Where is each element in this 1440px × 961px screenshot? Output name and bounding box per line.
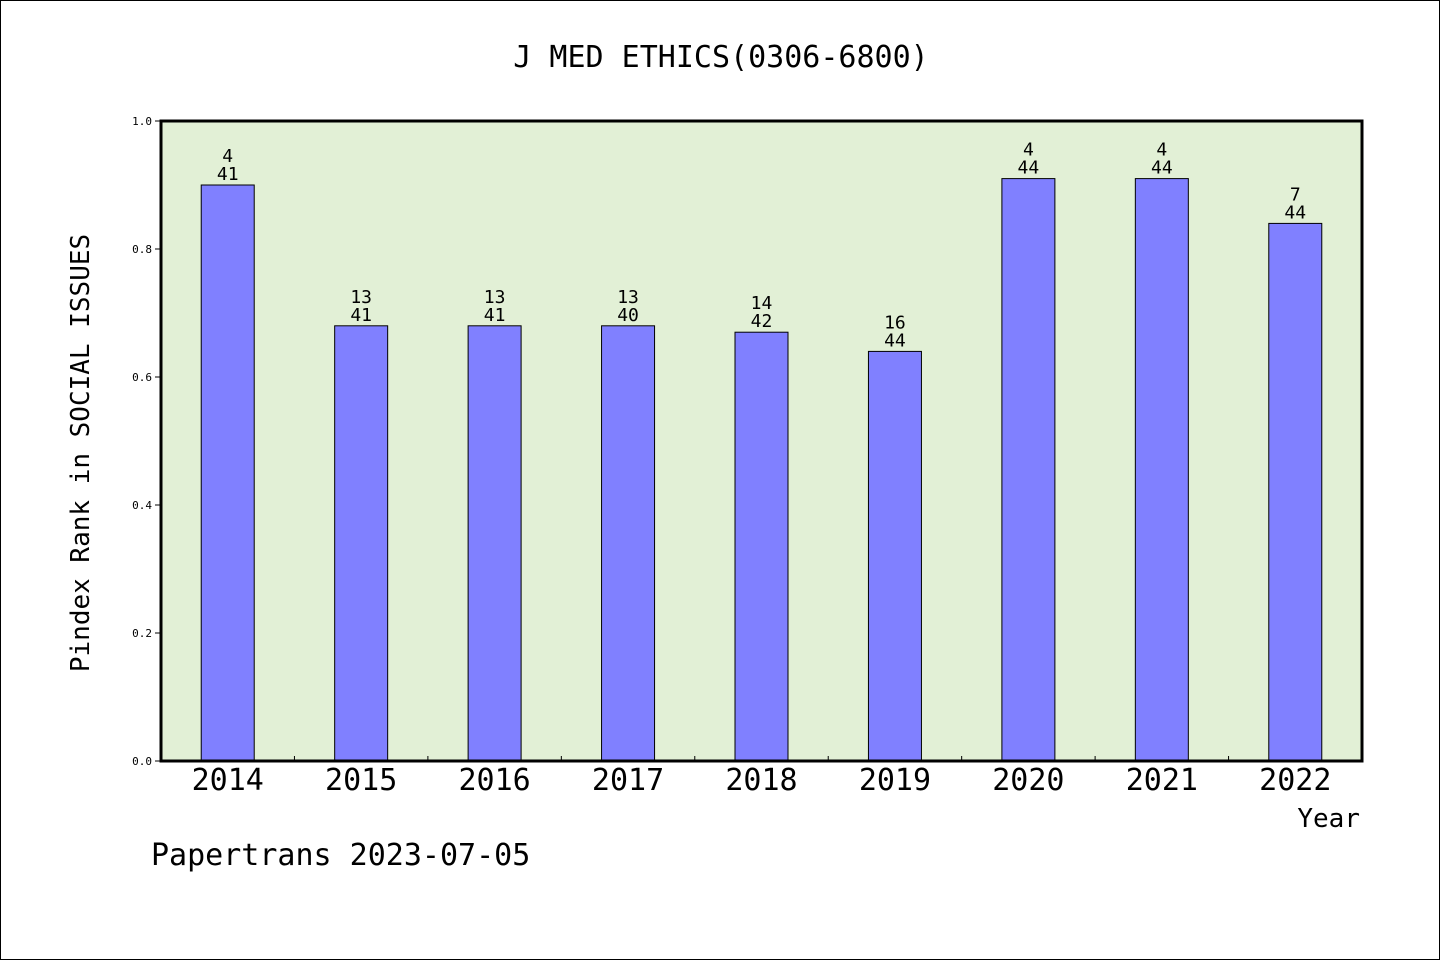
x-tick-label-2014: 2014	[192, 763, 264, 798]
x-tick-label-2020: 2020	[992, 763, 1064, 798]
x-tick-label-2021: 2021	[1126, 763, 1198, 798]
x-tick-label-2016: 2016	[458, 763, 530, 798]
data-label-rank-2019: 16	[884, 312, 906, 333]
y-tick-label-0.2: 0.2	[132, 627, 152, 640]
x-axis-label: Year	[1297, 804, 1360, 834]
data-label-rank-2017: 13	[617, 287, 639, 308]
bar-2015	[334, 325, 389, 762]
data-label-rank-2014: 4	[222, 146, 233, 167]
y-tick-label-1.0: 1.0	[132, 115, 152, 128]
chart-title: J MED ETHICS(0306-6800)	[513, 40, 928, 75]
x-tick-label-2015: 2015	[325, 763, 397, 798]
data-label-total-2014: 41	[217, 164, 239, 185]
y-tick-label-0.4: 0.4	[132, 499, 152, 512]
y-tick-label-0.0: 0.0	[132, 755, 152, 768]
y-tick-label-0.6: 0.6	[132, 371, 152, 384]
y-axis: 0.0 0.2 0.4 0.6 0.8 1.0	[132, 115, 161, 768]
bar-2020	[1001, 178, 1056, 762]
data-label-total-2018: 42	[751, 311, 773, 332]
bar-2014	[200, 184, 255, 762]
y-tick-label-0.8: 0.8	[132, 243, 152, 256]
data-label-total-2015: 41	[350, 305, 372, 326]
y-axis-label: Pindex Rank in SOCIAL ISSUES	[66, 234, 96, 672]
data-label-total-2021: 44	[1151, 158, 1173, 179]
data-label-total-2022: 44	[1284, 202, 1306, 223]
x-tick-label-2022: 2022	[1259, 763, 1331, 798]
bar-2016	[467, 325, 522, 762]
data-label-rank-2022: 7	[1290, 184, 1301, 205]
bar-2021	[1134, 178, 1189, 762]
data-label-total-2020: 44	[1018, 158, 1040, 179]
data-label-rank-2015: 13	[350, 287, 372, 308]
data-label-rank-2021: 4	[1156, 140, 1167, 161]
x-tick-label-2018: 2018	[725, 763, 797, 798]
bar-2022	[1268, 222, 1323, 762]
x-tick-label-2019: 2019	[859, 763, 931, 798]
data-label-rank-2018: 14	[751, 293, 773, 314]
data-label-rank-2020: 4	[1023, 140, 1034, 161]
footer-credit: Papertrans 2023-07-05	[151, 838, 530, 873]
bar-2019	[867, 350, 922, 762]
plot-border	[159, 119, 1364, 763]
data-label-total-2016: 41	[484, 305, 506, 326]
x-axis: 2014 2015 2016 2017 2018 2019 2020 2021 2022	[192, 756, 1331, 798]
bar-2018	[734, 331, 789, 762]
data-label-total-2019: 44	[884, 330, 906, 351]
bars-group	[200, 178, 1323, 762]
x-tick-label-2017: 2017	[592, 763, 664, 798]
data-label-rank-2016: 13	[484, 287, 506, 308]
data-label-total-2017: 40	[617, 305, 639, 326]
bar-2017	[601, 325, 656, 762]
